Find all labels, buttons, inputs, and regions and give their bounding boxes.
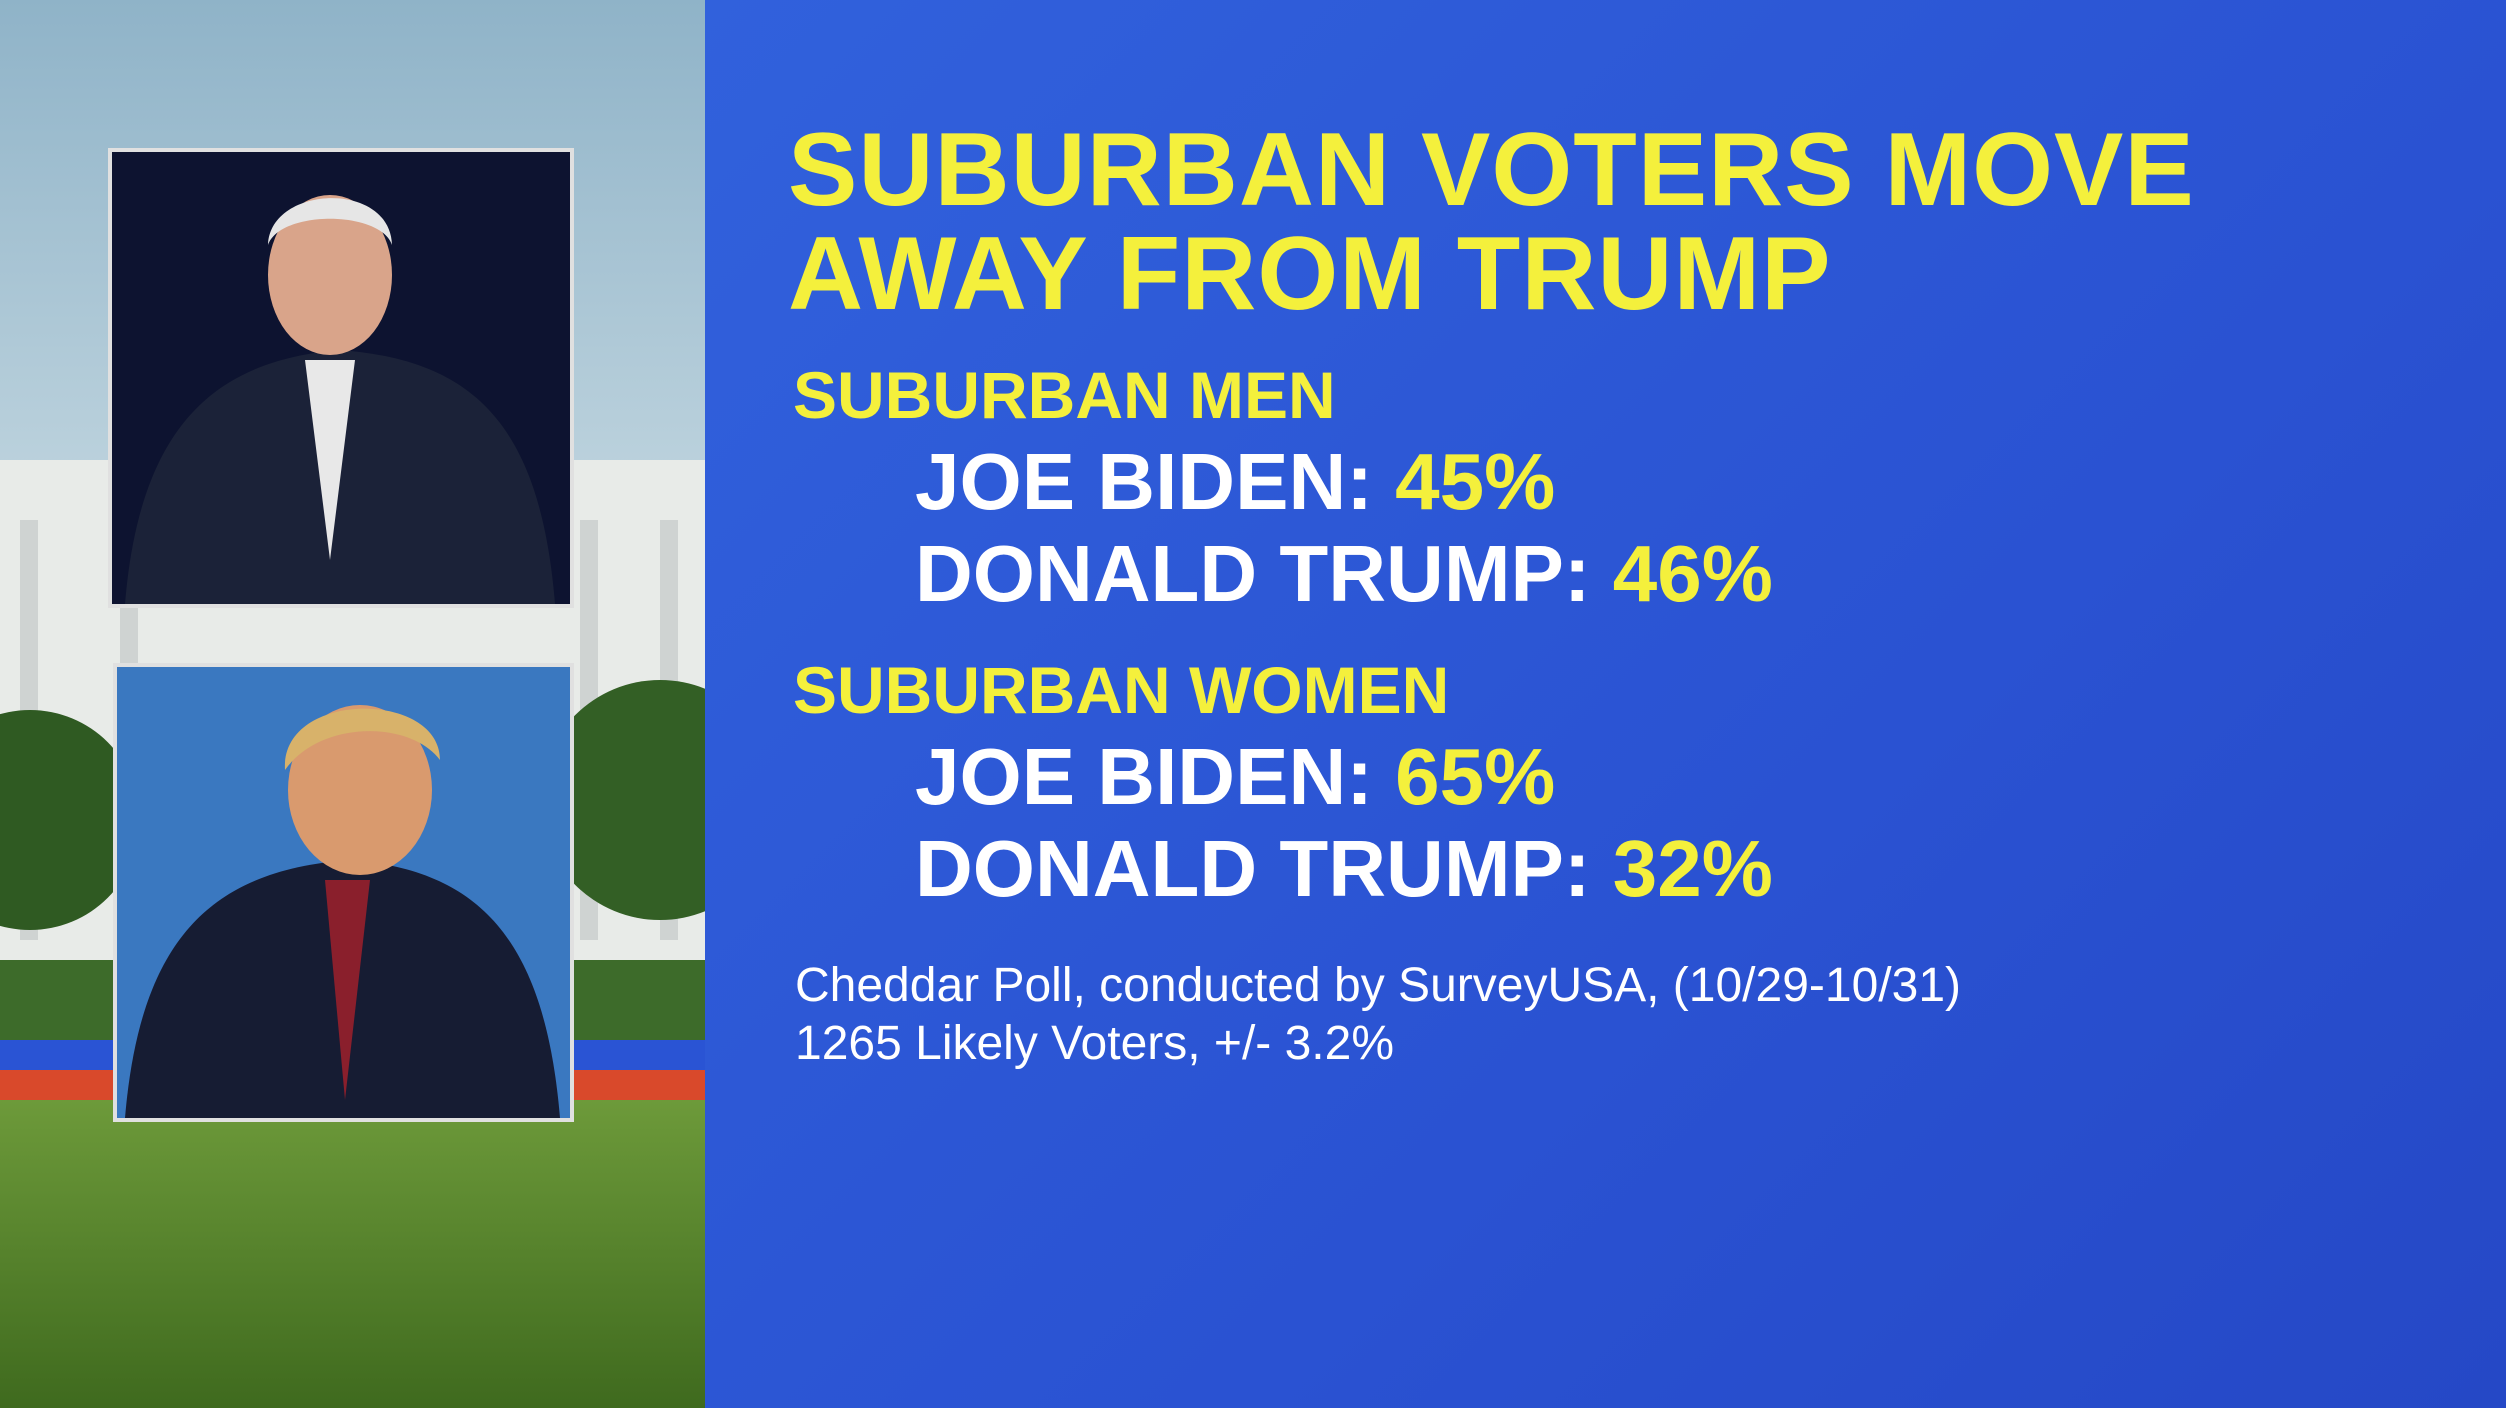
- candidate-label: JOE BIDEN:: [915, 732, 1373, 821]
- source-line: 1265 Likely Voters, +/- 3.2%: [795, 1017, 1395, 1070]
- candidate-label: DONALD TRUMP:: [915, 529, 1591, 618]
- candidate-label: JOE BIDEN:: [915, 437, 1373, 526]
- result-row: JOE BIDEN: 45%: [915, 442, 1555, 522]
- info-panel: SUBURBAN VOTERS MOVE AWAY FROM TRUMP SUB…: [705, 0, 2506, 1408]
- photo-trump: [113, 663, 574, 1122]
- candidate-label: DONALD TRUMP:: [915, 824, 1591, 913]
- photo-biden: [108, 148, 574, 608]
- group-heading: SUBURBAN MEN: [793, 358, 1336, 432]
- title-line: SUBURBAN VOTERS MOVE: [788, 112, 2195, 228]
- percentage: 46%: [1612, 529, 1773, 618]
- result-row: DONALD TRUMP: 46%: [915, 534, 1773, 614]
- source-line: Cheddar Poll, conducted by SurveyUSA, (1…: [795, 959, 1961, 1012]
- percentage: 45%: [1395, 437, 1556, 526]
- background-photo: [0, 0, 705, 1408]
- title-line: AWAY FROM TRUMP: [788, 216, 1832, 332]
- result-row: JOE BIDEN: 65%: [915, 737, 1555, 817]
- group-heading: SUBURBAN WOMEN: [793, 653, 1450, 727]
- result-row: DONALD TRUMP: 32%: [915, 829, 1773, 909]
- percentage: 65%: [1395, 732, 1556, 821]
- percentage: 32%: [1612, 824, 1773, 913]
